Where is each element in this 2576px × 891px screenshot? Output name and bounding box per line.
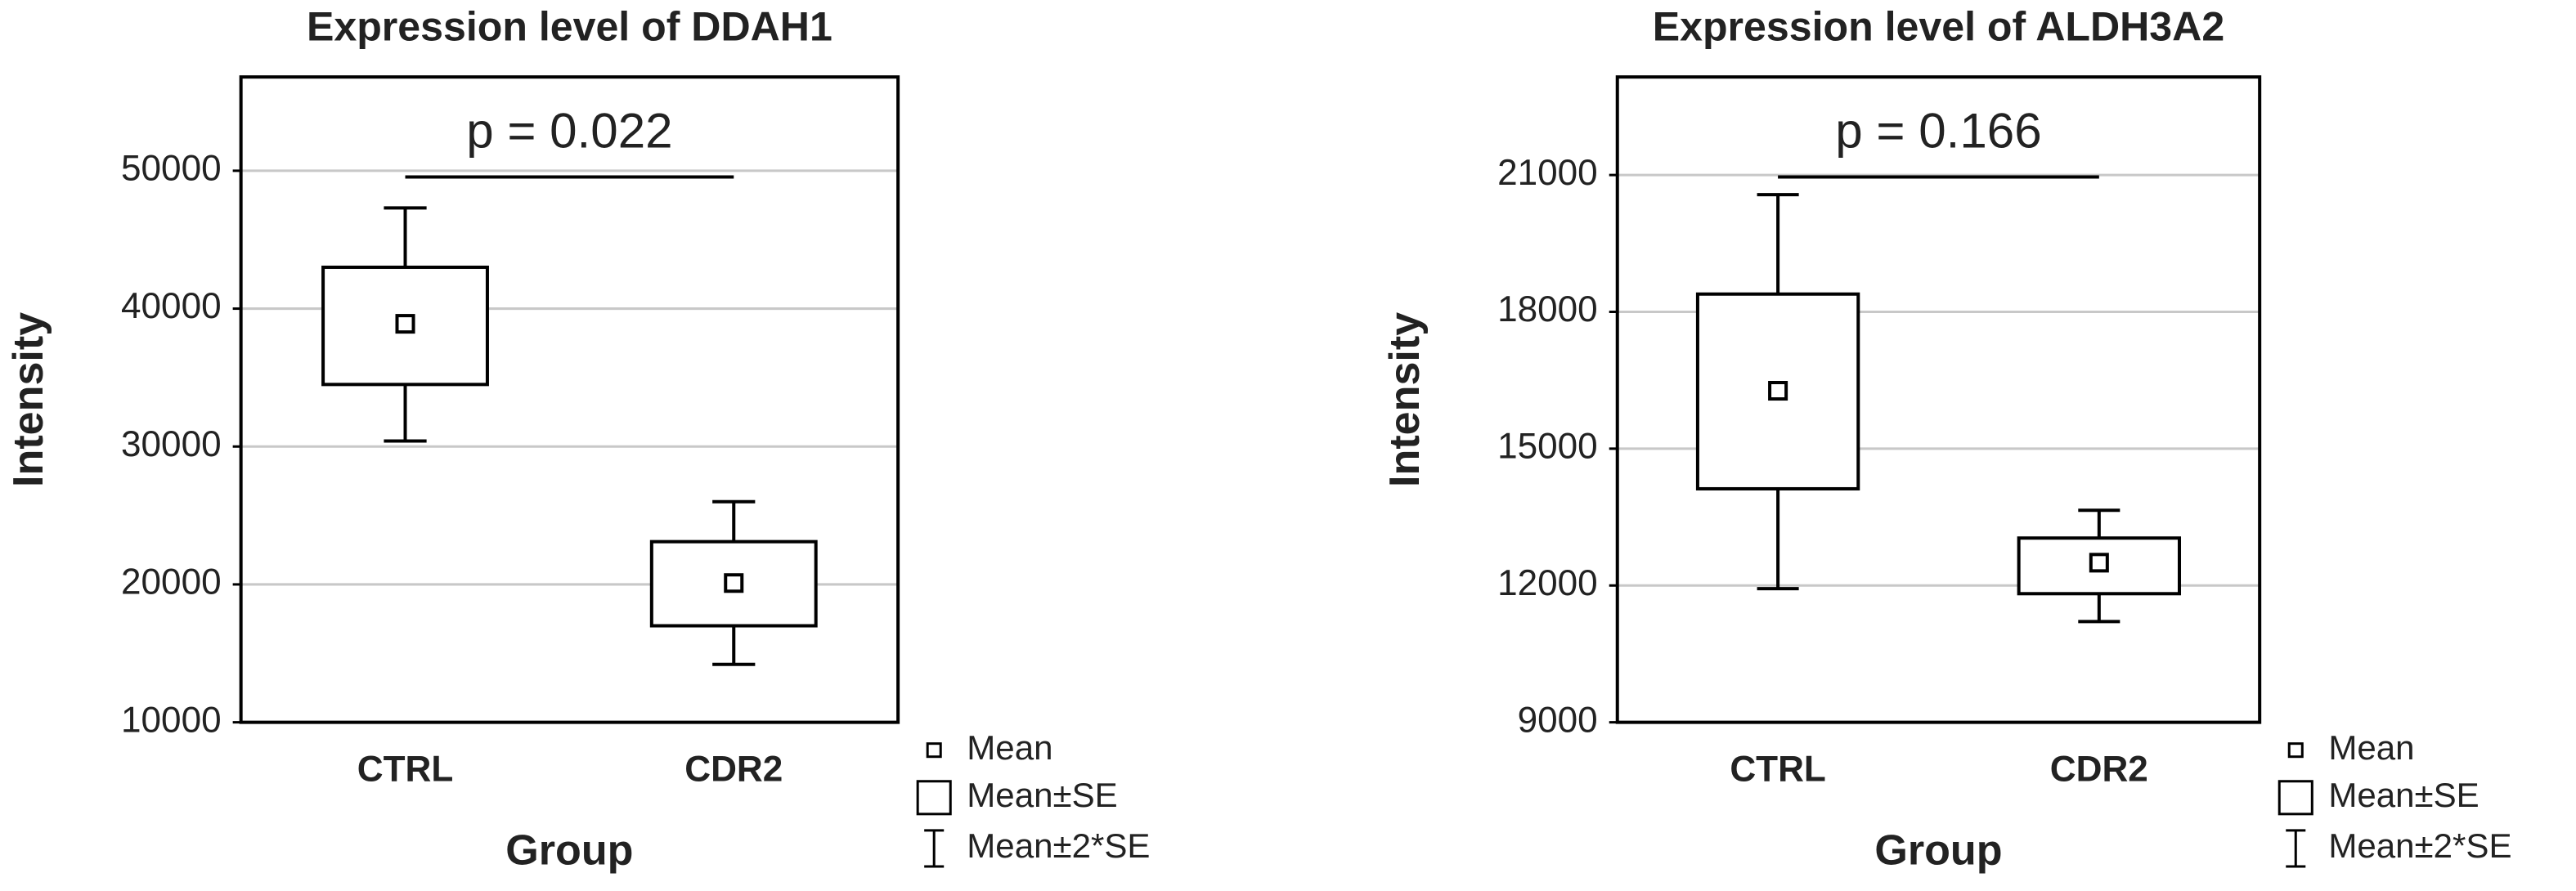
x-axis-label: Group <box>505 827 633 875</box>
y-tick-label: 21000 <box>1497 153 1598 193</box>
x-tick-label: CTRL <box>1730 749 1826 789</box>
legend-mean-icon <box>926 742 942 759</box>
y-tick-label: 30000 <box>121 424 222 464</box>
legend-label: Mean±SE <box>2328 776 2479 814</box>
y-tick-label: 12000 <box>1497 563 1598 603</box>
x-tick-label: CDR2 <box>2050 749 2148 789</box>
mean-marker <box>1768 380 1788 401</box>
y-tick-label: 50000 <box>121 149 222 189</box>
x-axis-label: Group <box>1874 827 2002 875</box>
p-value: p = 0.166 <box>1835 103 2041 158</box>
x-tick-label: CDR2 <box>684 749 783 789</box>
chart-title: Expression level of ALDH3A2 <box>1653 3 2224 49</box>
legend-2se-icon <box>924 829 945 868</box>
y-tick-label: 20000 <box>121 562 222 602</box>
mean-marker <box>2089 553 2109 573</box>
y-tick-label: 15000 <box>1497 427 1598 467</box>
chart-title: Expression level of DDAH1 <box>307 3 832 49</box>
y-tick-label: 40000 <box>121 286 222 326</box>
p-value: p = 0.022 <box>466 103 672 158</box>
plot-frame <box>1615 75 2262 724</box>
y-axis-label: Intensity <box>5 312 52 487</box>
y-tick-label: 10000 <box>121 700 222 740</box>
plot-frame <box>239 75 900 724</box>
legend-label: Mean±2*SE <box>967 826 1150 865</box>
mean-marker <box>395 314 415 334</box>
legend-se-icon <box>916 780 952 816</box>
legend-label: Mean±SE <box>967 776 1117 814</box>
legend-label: Mean <box>967 728 1052 767</box>
legend-mean-icon <box>2287 742 2304 759</box>
legend-2se-icon <box>2286 829 2306 868</box>
y-tick-label: 9000 <box>1518 700 1598 740</box>
x-tick-label: CTRL <box>357 749 454 789</box>
y-tick-label: 18000 <box>1497 289 1598 329</box>
mean-marker <box>724 573 744 593</box>
y-axis-label: Intensity <box>1381 312 1429 487</box>
legend-se-icon <box>2278 780 2313 816</box>
legend-label: Mean±2*SE <box>2328 826 2511 865</box>
legend-label: Mean <box>2328 728 2414 767</box>
